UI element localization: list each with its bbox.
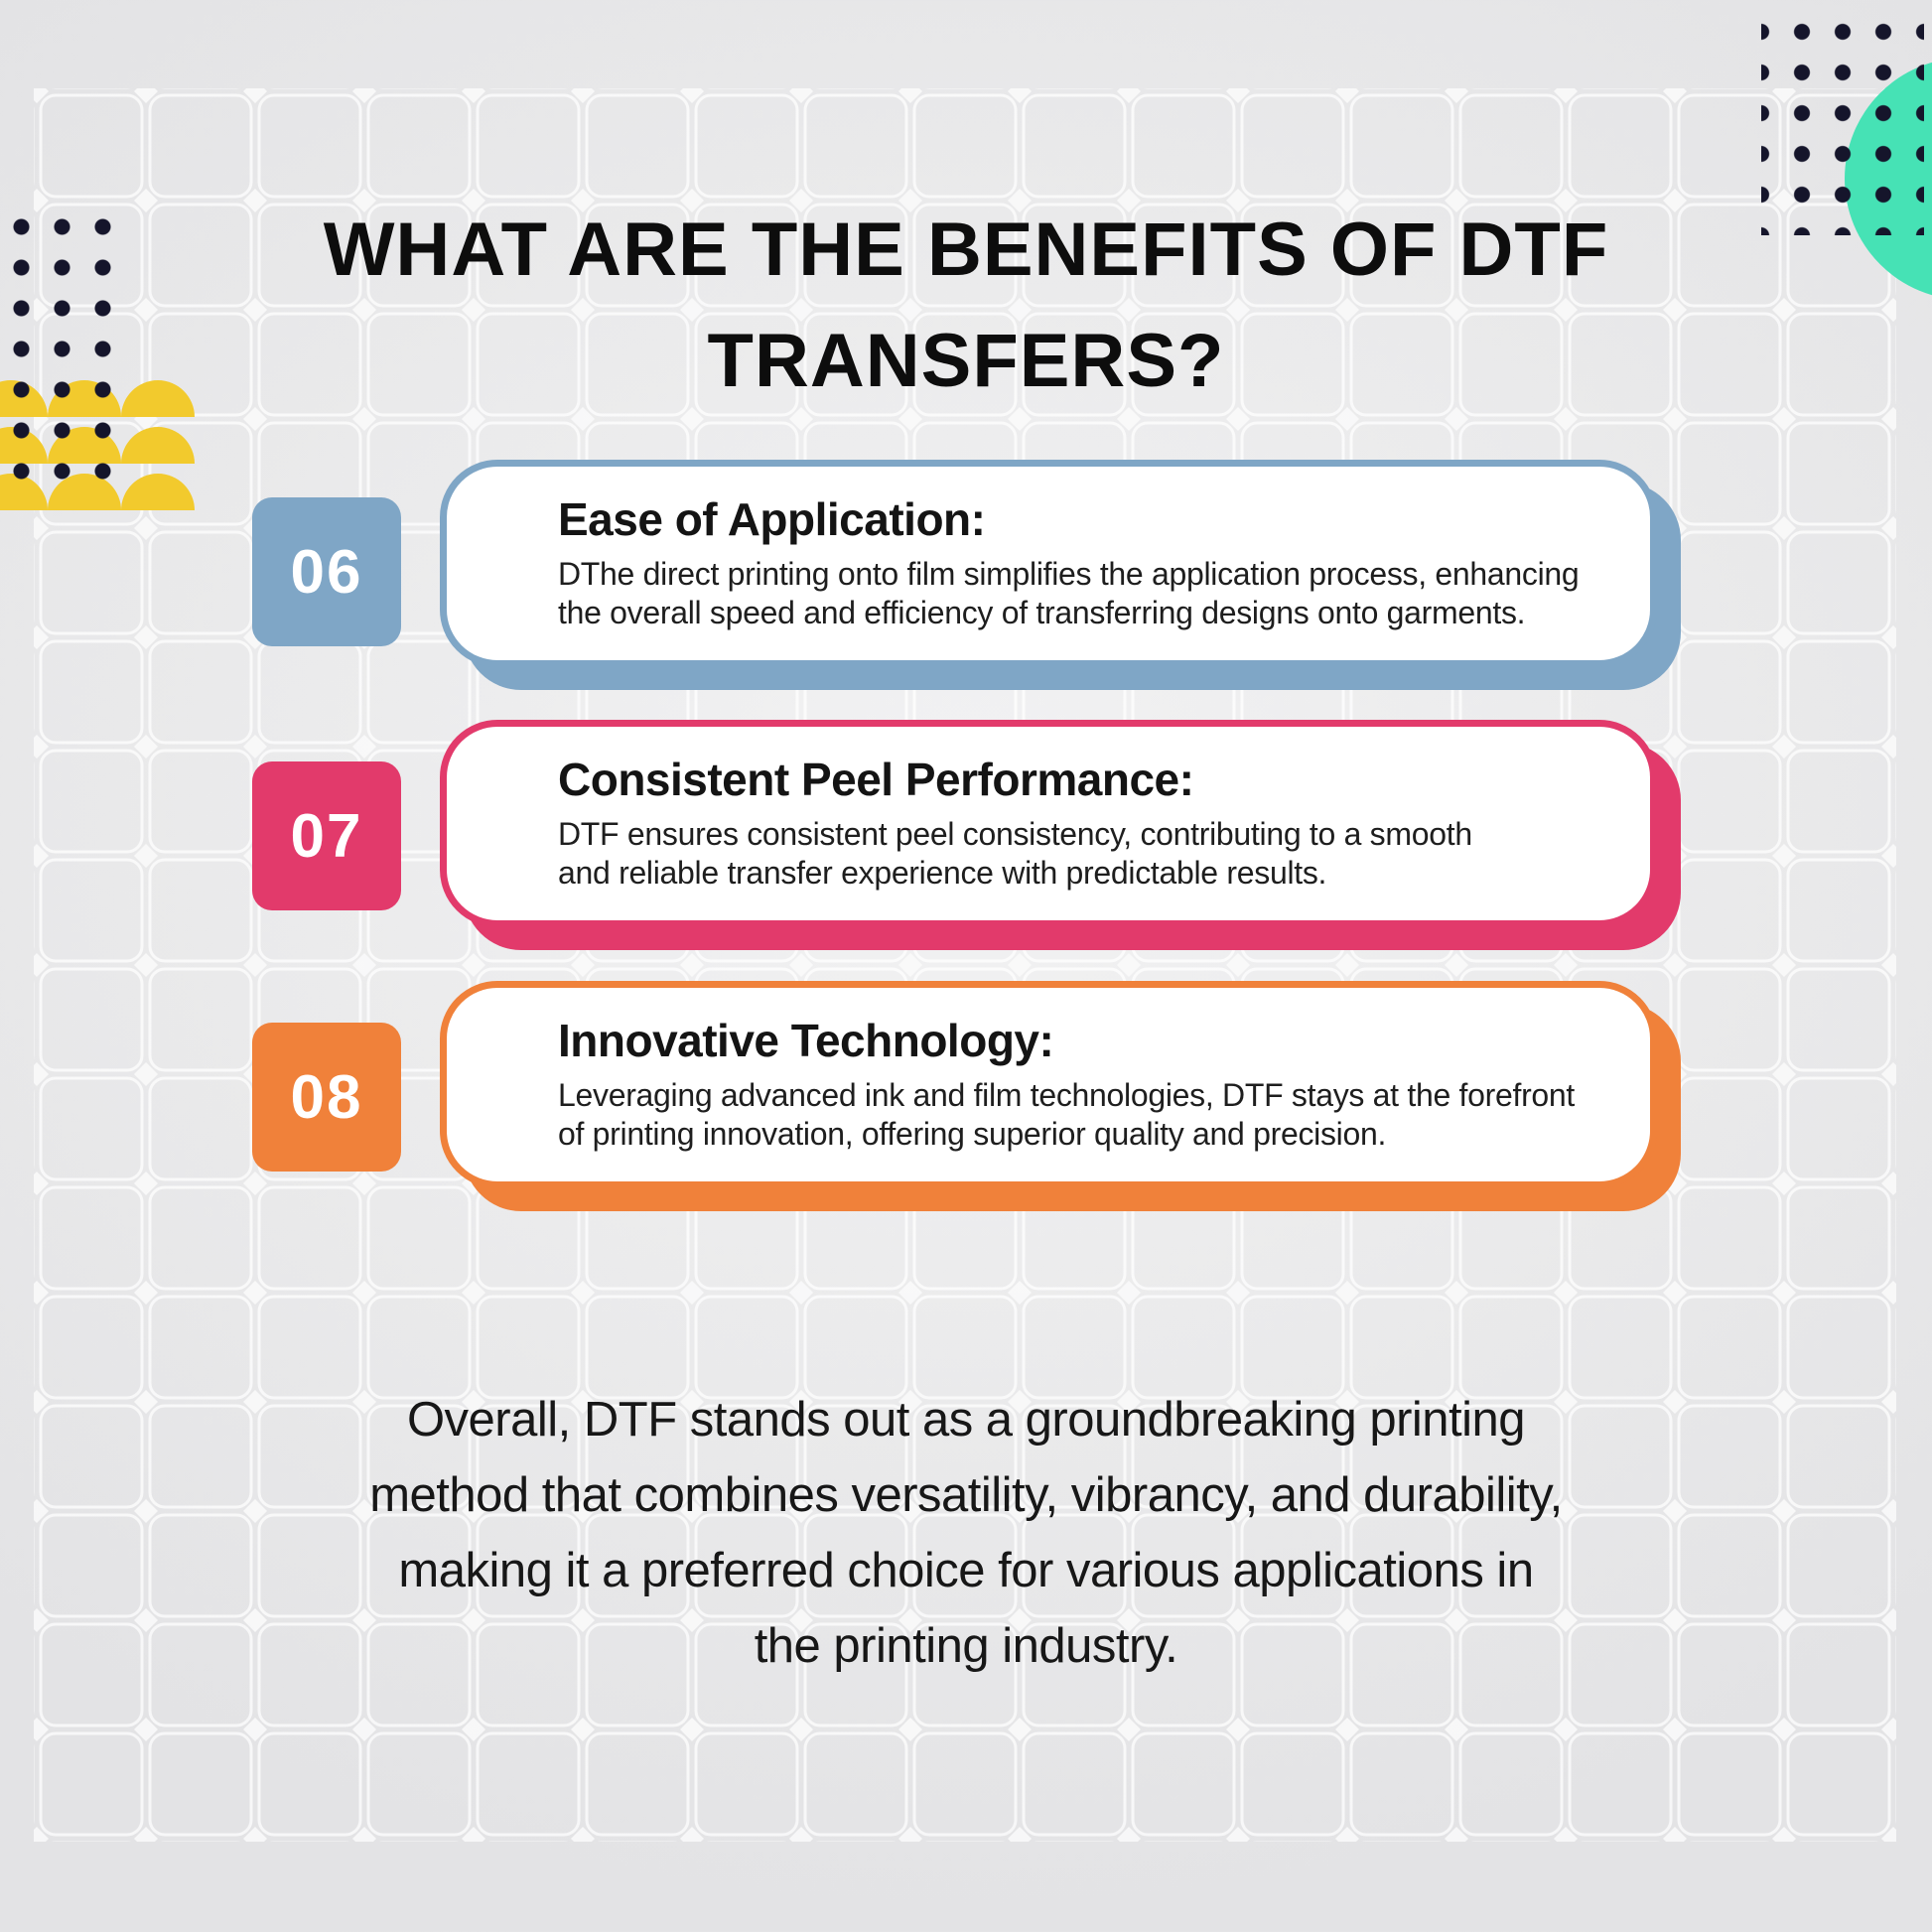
card-number-badge: 08 (252, 1023, 401, 1172)
card-title: Consistent Peel Performance: (558, 754, 1194, 805)
card-body: DTF ensures consistent peel consistency,… (558, 816, 1472, 891)
dot-grid-top-right (1761, 0, 1924, 235)
card-title: Innovative Technology: (558, 1015, 1054, 1066)
benefit-card: Consistent Peel Performance: DTF ensures… (440, 720, 1657, 927)
card-title: Ease of Application: (558, 493, 986, 545)
benefit-card: Ease of Application: DThe direct printin… (440, 460, 1657, 667)
benefit-card: Innovative Technology: Leveraging advanc… (440, 981, 1657, 1188)
page-title: WHAT ARE THE BENEFITS OF DTF TRANSFERS? (323, 207, 1609, 403)
summary-text: Overall, DTF stands out as a groundbreak… (369, 1393, 1563, 1673)
card-number-badge: 06 (252, 497, 401, 646)
card-number-badge: 07 (252, 761, 401, 910)
dot-grid-top-left (1, 207, 123, 491)
card-body: Leveraging advanced ink and film technol… (558, 1077, 1576, 1152)
card-body: DThe direct printing onto film simplifie… (558, 556, 1580, 630)
